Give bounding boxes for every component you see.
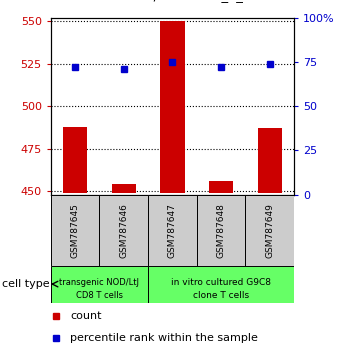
Bar: [245, 195, 294, 266]
Text: transgenic NOD/LtJ: transgenic NOD/LtJ: [60, 278, 139, 287]
Text: GSM787647: GSM787647: [168, 202, 177, 258]
Bar: [148, 195, 197, 266]
Bar: [51, 266, 148, 303]
Text: percentile rank within the sample: percentile rank within the sample: [70, 332, 258, 343]
Text: count: count: [70, 311, 102, 321]
Text: GSM787648: GSM787648: [217, 202, 225, 258]
Bar: [258, 129, 282, 193]
Text: GSM787646: GSM787646: [119, 202, 128, 258]
Bar: [112, 184, 136, 193]
Text: GDS4398 / 1444157_a_at: GDS4398 / 1444157_a_at: [87, 0, 256, 2]
Text: cell type: cell type: [2, 279, 49, 289]
Text: CD8 T cells: CD8 T cells: [76, 291, 123, 300]
Text: in vitro cultured G9C8: in vitro cultured G9C8: [171, 278, 271, 287]
Bar: [63, 127, 87, 193]
Bar: [209, 181, 233, 193]
Bar: [51, 195, 99, 266]
Bar: [197, 195, 245, 266]
Text: GSM787649: GSM787649: [265, 202, 274, 258]
Bar: [148, 266, 294, 303]
Bar: [160, 21, 184, 193]
Text: clone T cells: clone T cells: [193, 291, 249, 300]
Bar: [99, 195, 148, 266]
Text: GSM787645: GSM787645: [71, 202, 79, 258]
